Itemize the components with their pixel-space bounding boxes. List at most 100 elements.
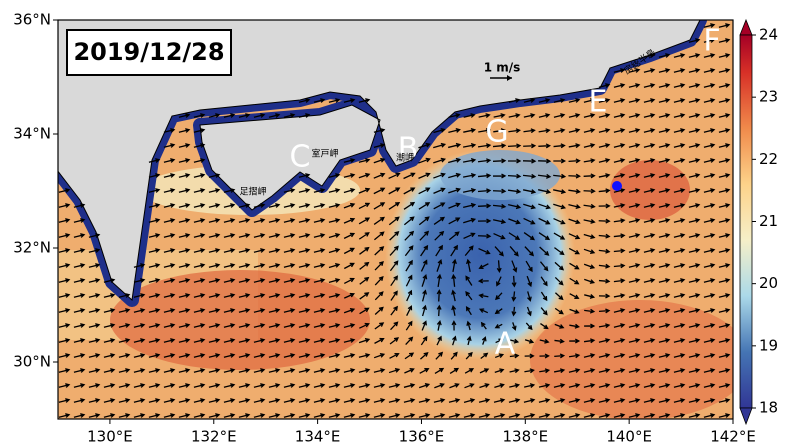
- current-arrow: [628, 248, 641, 253]
- region-letter: B: [398, 132, 419, 167]
- current-arrow: [673, 308, 686, 313]
- current-arrow: [373, 398, 386, 403]
- current-arrow: [613, 383, 626, 388]
- current-arrow: [405, 274, 413, 287]
- current-arrow: [703, 128, 716, 133]
- current-arrow: [508, 218, 521, 225]
- current-arrow: [208, 278, 221, 283]
- current-arrow: [133, 368, 146, 373]
- date-box: [66, 29, 232, 76]
- current-arrow: [58, 293, 71, 298]
- current-arrow: [358, 368, 371, 373]
- current-arrow: [598, 218, 611, 224]
- date-label: 2019/12/28: [73, 38, 224, 66]
- current-arrow: [238, 413, 251, 418]
- current-arrow: [583, 173, 596, 179]
- current-arrow: [703, 308, 716, 313]
- current-arrow: [598, 248, 611, 254]
- current-arrow: [418, 216, 430, 226]
- current-arrow: [658, 353, 671, 358]
- current-arrow: [688, 143, 701, 148]
- current-arrow: [598, 323, 611, 329]
- current-arrow: [688, 353, 701, 358]
- current-arrow: [718, 323, 731, 328]
- current-arrow: [658, 98, 671, 103]
- current-arrow: [703, 218, 716, 223]
- current-arrow: [405, 259, 413, 272]
- current-arrow: [238, 368, 251, 373]
- current-arrow: [450, 244, 458, 257]
- current-arrow: [163, 203, 176, 208]
- current-arrow: [73, 293, 86, 298]
- current-arrow: [268, 383, 281, 388]
- current-arrow: [643, 203, 656, 208]
- current-arrow: [421, 274, 428, 287]
- current-arrow: [163, 293, 176, 298]
- current-arrow: [583, 219, 596, 224]
- x-tick-label: 142°E: [710, 428, 756, 446]
- current-arrow: [554, 247, 565, 256]
- current-arrow: [478, 113, 491, 118]
- current-arrow: [658, 293, 671, 298]
- current-arrow: [133, 278, 146, 283]
- current-arrow: [404, 230, 415, 241]
- current-arrow: [328, 248, 341, 254]
- current-arrow: [223, 233, 236, 238]
- current-arrow: [526, 306, 532, 317]
- current-arrow: [73, 413, 86, 418]
- current-arrow: [598, 128, 611, 133]
- current-arrow: [208, 398, 221, 403]
- current-arrow: [449, 383, 460, 389]
- current-arrow: [613, 218, 626, 224]
- current-arrow: [509, 383, 521, 389]
- current-arrow: [328, 368, 341, 373]
- y-tick-label: 30°N: [13, 353, 51, 371]
- current-arrow: [163, 383, 176, 388]
- current-arrow: [73, 248, 86, 253]
- current-arrow: [628, 98, 641, 103]
- current-arrow: [523, 232, 536, 241]
- current-arrow: [628, 128, 641, 133]
- current-arrow: [688, 128, 701, 133]
- current-arrow: [433, 398, 446, 403]
- current-arrow: [718, 413, 731, 418]
- current-arrow: [477, 203, 492, 209]
- current-arrow: [568, 398, 581, 403]
- current-arrow: [178, 113, 191, 118]
- current-arrow: [436, 289, 442, 302]
- current-arrow: [298, 263, 311, 268]
- current-arrow: [522, 189, 537, 194]
- current-arrow: [568, 233, 581, 240]
- current-arrow: [583, 263, 596, 270]
- current-arrow: [658, 68, 671, 73]
- current-arrow: [178, 128, 191, 133]
- current-arrow: [643, 158, 656, 163]
- current-arrow: [539, 368, 551, 374]
- current-arrow: [163, 128, 176, 133]
- current-arrow: [178, 173, 191, 178]
- current-arrow: [118, 398, 131, 403]
- current-arrow: [477, 233, 492, 239]
- current-arrow: [496, 276, 502, 287]
- current-arrow: [598, 383, 611, 388]
- current-arrow: [148, 203, 161, 208]
- current-arrow: [643, 323, 656, 328]
- current-arrow: [268, 203, 281, 208]
- current-arrow: [358, 217, 371, 225]
- current-arrow: [643, 143, 656, 148]
- current-arrow: [433, 172, 446, 179]
- current-arrow: [465, 291, 473, 301]
- current-arrow: [374, 231, 385, 241]
- current-arrow: [433, 216, 446, 225]
- current-arrow: [568, 368, 581, 373]
- current-arrow: [343, 368, 356, 373]
- current-arrow: [406, 305, 413, 316]
- current-arrow: [343, 232, 356, 239]
- current-arrow: [598, 113, 611, 118]
- current-arrow: [433, 157, 447, 164]
- current-arrow: [313, 278, 326, 283]
- current-arrow: [643, 113, 656, 118]
- current-arrow: [374, 260, 384, 271]
- current-arrow: [58, 413, 71, 418]
- current-arrow: [373, 413, 386, 418]
